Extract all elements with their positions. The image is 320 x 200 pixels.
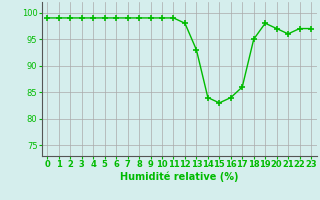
X-axis label: Humidité relative (%): Humidité relative (%) [120, 172, 238, 182]
